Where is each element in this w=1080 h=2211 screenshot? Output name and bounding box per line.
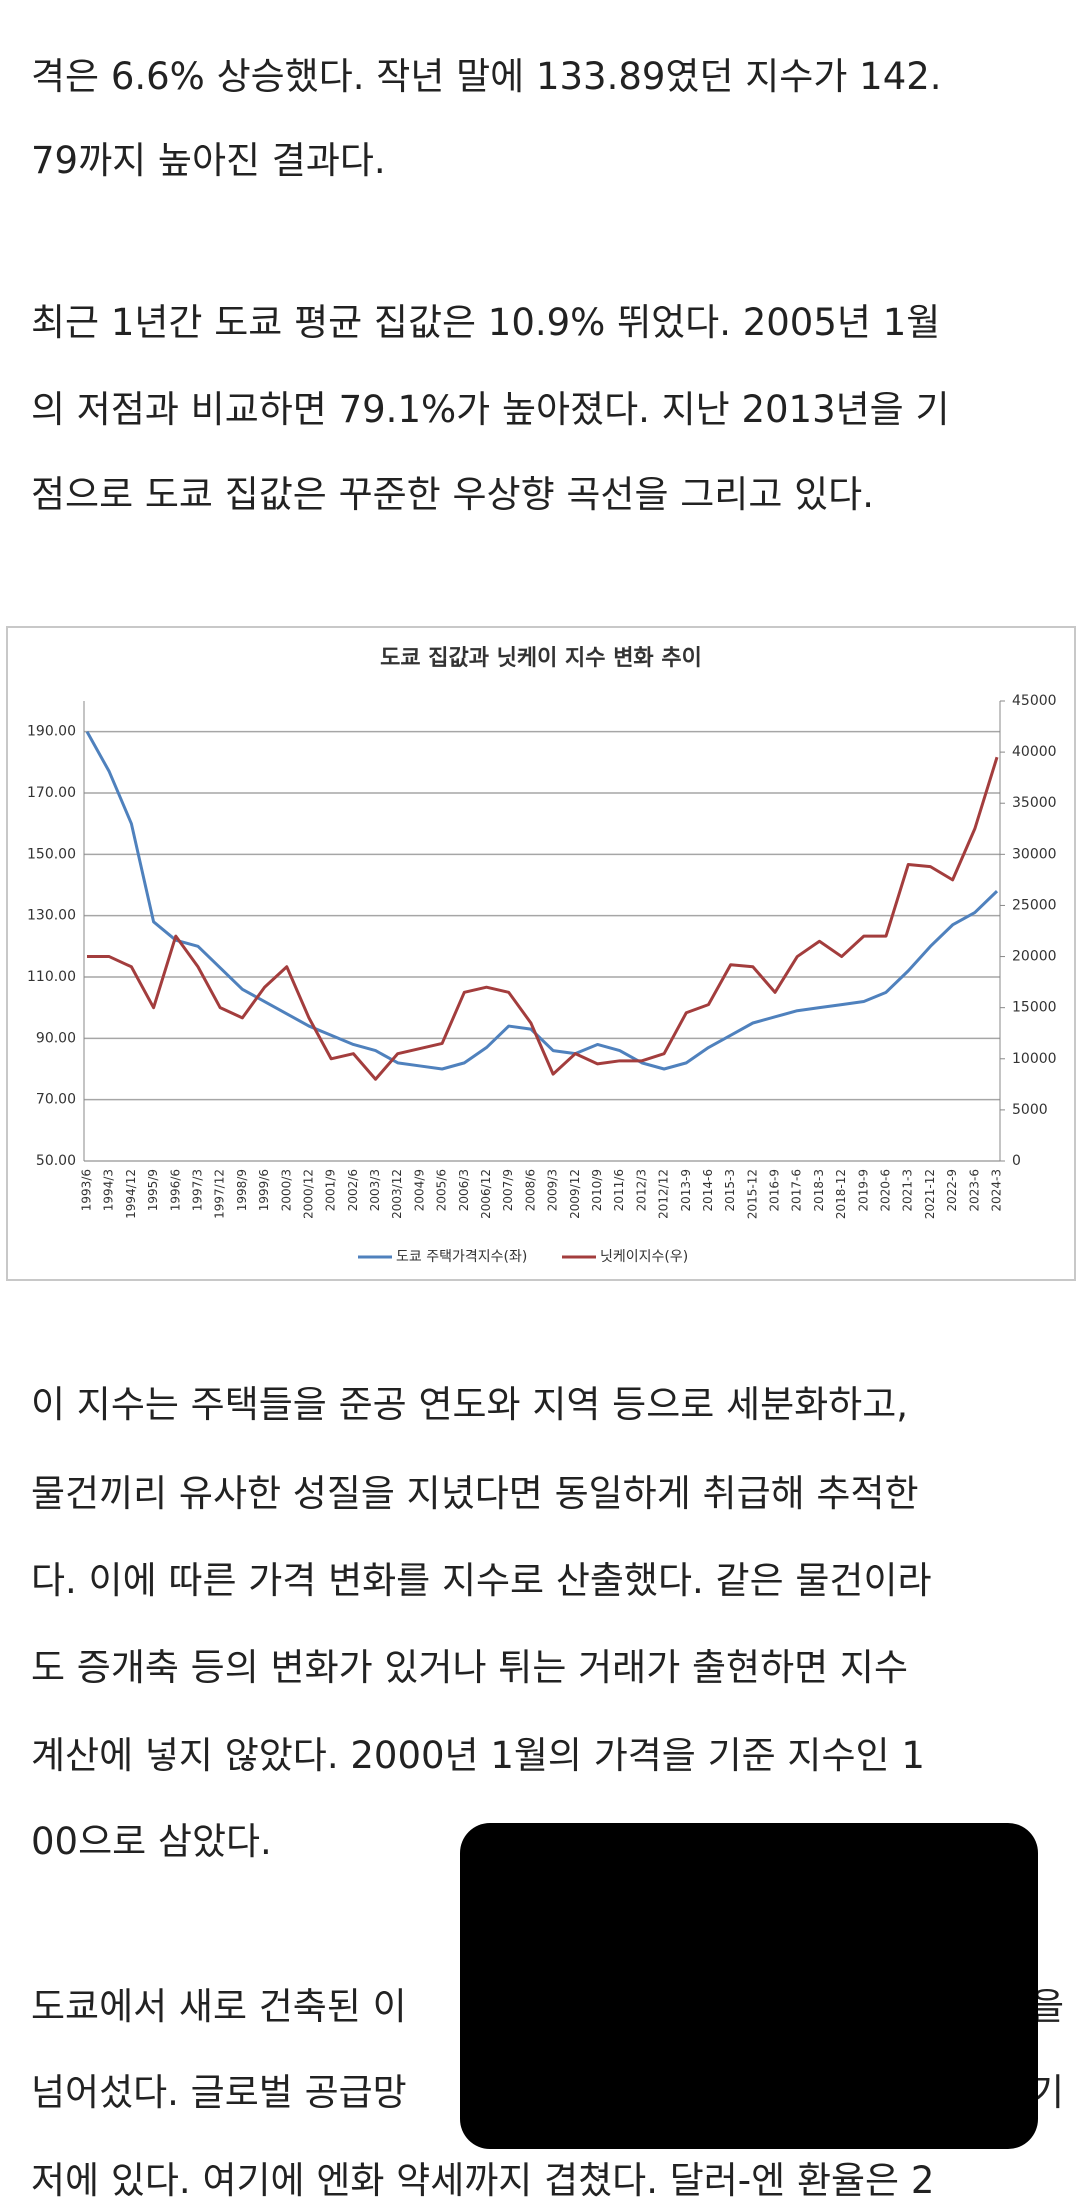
x-tick-label: 1996/6 [168,1169,182,1211]
y2-tick-label: 25000 [1012,897,1057,913]
x-tick-label: 1994/3 [102,1169,116,1211]
x-tick-label: 1993/6 [80,1169,94,1211]
y2-tick-label: 40000 [1012,744,1057,760]
chart: 도쿄 집값과 닛케이 지수 변화 추이 50.00 70.00 90.00 110.0… [6,626,1076,1281]
x-tick-label: 2005/6 [435,1169,449,1211]
y2-tick-label: 5000 [1012,1102,1048,1118]
overlay-box [460,1823,1038,2149]
text-line: 최근 1년간 도쿄 평균 집값은 10.9% 뛰었다. 2005년 1월 [31,301,941,344]
x-tick-label: 2012/12 [657,1169,671,1219]
text-line: 계산에 넣지 않았다. 2000년 1월의 가격을 기준 지수인 1 [31,1734,925,1777]
y-tick-label: 70.00 [36,1092,76,1108]
chart-title: 도쿄 집값과 닛케이 지수 변화 추이 [380,646,702,671]
y-tick-label: 110.00 [27,969,76,985]
x-tick-label: 2003/3 [368,1169,382,1211]
y-tick-label: 190.00 [27,724,76,740]
y-tick-label: 90.00 [36,1030,76,1046]
y2-tick-label: 45000 [1012,693,1057,709]
x-tick-label: 2011/6 [612,1169,626,1211]
x-tick-label: 2019-9 [856,1169,870,1212]
text-line: 점으로 도쿄 집값은 꾸준한 우상향 곡선을 그리고 있다. [31,473,874,516]
x-tick-label: 2021-12 [923,1169,937,1219]
y2-tick-label: 10000 [1012,1051,1057,1067]
x-tick-label: 1995/9 [146,1169,160,1211]
text-line: 의 저점과 비교하면 79.1%가 높아졌다. 지난 2013년을 기 [31,388,950,431]
x-tick-label: 2023-6 [967,1169,981,1212]
text-line: 00으로 삼았다. [31,1820,272,1863]
text-line: 도 증개축 등의 변화가 있거나 튀는 거래가 출현하면 지수 [31,1646,909,1689]
y-tick-label: 50.00 [36,1153,76,1169]
y2-tick-label: 0 [1012,1153,1021,1169]
series-line [87,756,999,1081]
x-tick-label: 1999/6 [257,1169,271,1211]
y2-tick-label: 20000 [1012,949,1057,965]
x-tick-label: 2015-3 [723,1169,737,1212]
x-tick-label: 2000/3 [279,1169,293,1211]
y2-tick-label: 35000 [1012,795,1057,811]
x-tick-label: 1997/3 [190,1169,204,1211]
x-tick-label: 2018-12 [834,1169,848,1219]
x-tick-label: 2006/12 [479,1169,493,1219]
text-line: 79까지 높아진 결과다. [31,139,386,182]
x-tick-label: 1997/12 [213,1169,227,1219]
legend-label: 닛케이지수(우) [600,1249,688,1265]
y-tick-label: 130.00 [27,908,76,924]
x-tick-label: 2007/9 [501,1169,515,1211]
x-tick-label: 2009/3 [546,1169,560,1211]
x-tick-label: 2006/3 [457,1169,471,1211]
x-tick-label: 2015-12 [745,1169,759,1219]
x-tick-label: 2024-3 [990,1169,1004,1212]
y2-tick-label: 15000 [1012,1000,1057,1016]
x-tick-label: 2012/3 [634,1169,648,1211]
x-tick-label: 2020-6 [879,1169,893,1212]
x-tick-label: 2009/12 [568,1169,582,1219]
x-tick-label: 2016-9 [768,1169,782,1212]
x-tick-label: 2018-3 [812,1169,826,1212]
y2-tick-label: 30000 [1012,846,1057,862]
x-tick-label: 2013-9 [679,1169,693,1212]
y-tick-label: 150.00 [27,846,76,862]
x-tick-label: 2004/9 [412,1169,426,1211]
x-tick-label: 2001/9 [324,1169,338,1211]
x-tick-label: 2017-6 [790,1169,804,1212]
chart-frame [6,626,1076,1281]
text-line: 저에 있다. 여기에 엔화 약세까지 겹쳤다. 달러-엔 환율은 2 [31,2159,935,2202]
x-tick-label: 2000/12 [301,1169,315,1219]
text-line: 격은 6.6% 상승했다. 작년 말에 133.89였던 지수가 142. [31,55,942,98]
x-tick-label: 2010/9 [590,1169,604,1211]
text-line: 다. 이에 따른 가격 변화를 지수로 산출했다. 같은 물건이라 [31,1559,932,1602]
x-tick-label: 2002/6 [346,1169,360,1211]
x-tick-label: 2003/12 [390,1169,404,1219]
x-tick-label: 2022-9 [945,1169,959,1212]
x-tick-label: 1998/9 [235,1169,249,1211]
x-tick-label: 2014-6 [701,1169,715,1212]
y-tick-label: 170.00 [27,785,76,801]
series-line [85,730,999,1071]
text-line: 이 지수는 주택들을 준공 연도와 지역 등으로 세분화하고, [31,1383,909,1426]
x-tick-label: 2021-3 [901,1169,915,1212]
legend-label: 도쿄 주택가격지수(좌) [396,1249,527,1265]
x-tick-label: 1994/12 [124,1169,138,1219]
text-line: 도쿄에서 새로 건축된 이 [31,1985,407,2028]
text-line: 넘어섰다. 글로벌 공급망 [31,2071,407,2114]
text-line: 물건끼리 유사한 성질을 지녔다면 동일하게 취급해 추적한 [31,1472,919,1515]
x-tick-label: 2008/6 [523,1169,537,1211]
